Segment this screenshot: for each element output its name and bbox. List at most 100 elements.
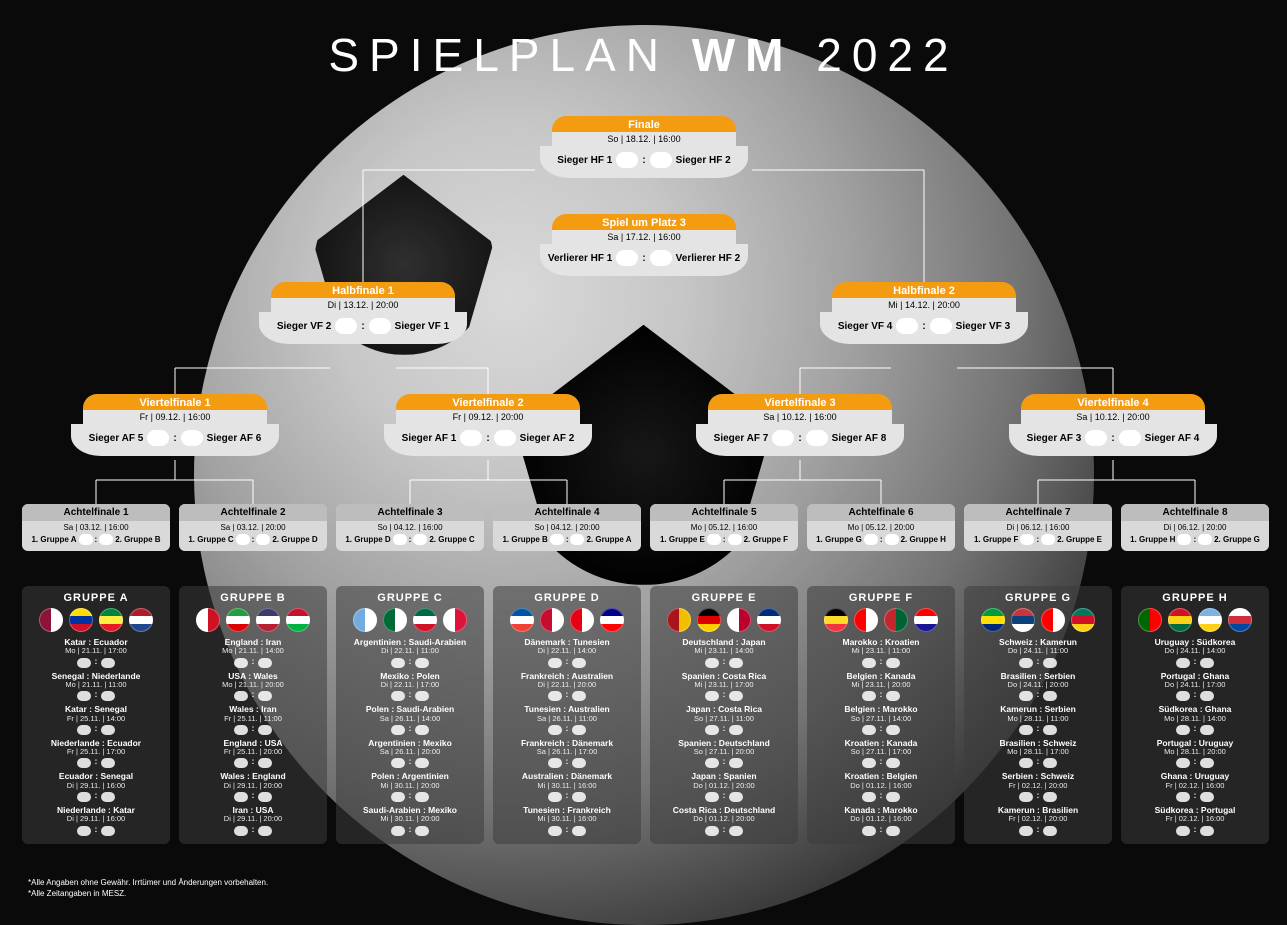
score-input[interactable] xyxy=(1176,658,1190,668)
score-input[interactable] xyxy=(1043,725,1057,735)
score-input[interactable] xyxy=(234,691,248,701)
score-input[interactable] xyxy=(862,658,876,668)
score-input[interactable] xyxy=(548,826,562,836)
score-input[interactable] xyxy=(772,430,794,446)
score-input[interactable] xyxy=(705,725,719,735)
score-input[interactable] xyxy=(806,430,828,446)
score-input[interactable] xyxy=(258,691,272,701)
score-input[interactable] xyxy=(101,691,115,701)
score-input[interactable] xyxy=(415,691,429,701)
score-input[interactable] xyxy=(1200,826,1214,836)
score-input[interactable] xyxy=(862,691,876,701)
score-input[interactable] xyxy=(705,691,719,701)
score-input[interactable] xyxy=(101,658,115,668)
score-input[interactable] xyxy=(1200,725,1214,735)
score-input[interactable] xyxy=(77,758,91,768)
score-input[interactable] xyxy=(572,792,586,802)
score-input[interactable] xyxy=(101,725,115,735)
score-input[interactable] xyxy=(1043,792,1057,802)
score-input[interactable] xyxy=(460,430,482,446)
score-input[interactable] xyxy=(886,758,900,768)
score-input[interactable] xyxy=(234,758,248,768)
score-input[interactable] xyxy=(1043,658,1057,668)
score-input[interactable] xyxy=(650,152,672,168)
score-input[interactable] xyxy=(572,658,586,668)
score-input[interactable] xyxy=(728,534,742,545)
score-input[interactable] xyxy=(1019,658,1033,668)
score-input[interactable] xyxy=(234,826,248,836)
score-input[interactable] xyxy=(391,758,405,768)
score-input[interactable] xyxy=(862,758,876,768)
score-input[interactable] xyxy=(415,826,429,836)
score-input[interactable] xyxy=(930,318,952,334)
score-input[interactable] xyxy=(1041,534,1055,545)
score-input[interactable] xyxy=(77,826,91,836)
score-input[interactable] xyxy=(391,725,405,735)
score-input[interactable] xyxy=(415,725,429,735)
score-input[interactable] xyxy=(77,691,91,701)
score-input[interactable] xyxy=(77,725,91,735)
score-input[interactable] xyxy=(391,826,405,836)
score-input[interactable] xyxy=(101,792,115,802)
score-input[interactable] xyxy=(729,658,743,668)
score-input[interactable] xyxy=(335,318,357,334)
score-input[interactable] xyxy=(572,725,586,735)
score-input[interactable] xyxy=(705,758,719,768)
score-input[interactable] xyxy=(548,658,562,668)
score-input[interactable] xyxy=(1176,826,1190,836)
score-input[interactable] xyxy=(570,534,584,545)
score-input[interactable] xyxy=(1085,430,1107,446)
score-input[interactable] xyxy=(391,691,405,701)
score-input[interactable] xyxy=(1043,691,1057,701)
score-input[interactable] xyxy=(234,792,248,802)
score-input[interactable] xyxy=(705,658,719,668)
score-input[interactable] xyxy=(413,534,427,545)
score-input[interactable] xyxy=(650,250,672,266)
score-input[interactable] xyxy=(1200,691,1214,701)
score-input[interactable] xyxy=(101,826,115,836)
score-input[interactable] xyxy=(862,826,876,836)
score-input[interactable] xyxy=(1019,792,1033,802)
score-input[interactable] xyxy=(1019,691,1033,701)
score-input[interactable] xyxy=(729,725,743,735)
score-input[interactable] xyxy=(729,758,743,768)
score-input[interactable] xyxy=(391,792,405,802)
score-input[interactable] xyxy=(616,152,638,168)
score-input[interactable] xyxy=(896,318,918,334)
score-input[interactable] xyxy=(1200,758,1214,768)
score-input[interactable] xyxy=(101,758,115,768)
score-input[interactable] xyxy=(1019,725,1033,735)
score-input[interactable] xyxy=(77,792,91,802)
score-input[interactable] xyxy=(550,534,564,545)
score-input[interactable] xyxy=(415,792,429,802)
score-input[interactable] xyxy=(886,826,900,836)
score-input[interactable] xyxy=(1200,658,1214,668)
score-input[interactable] xyxy=(236,534,250,545)
score-input[interactable] xyxy=(885,534,899,545)
score-input[interactable] xyxy=(1043,826,1057,836)
score-input[interactable] xyxy=(616,250,638,266)
score-input[interactable] xyxy=(369,318,391,334)
score-input[interactable] xyxy=(258,658,272,668)
score-input[interactable] xyxy=(1019,826,1033,836)
score-input[interactable] xyxy=(886,792,900,802)
score-input[interactable] xyxy=(705,792,719,802)
score-input[interactable] xyxy=(181,430,203,446)
score-input[interactable] xyxy=(256,534,270,545)
score-input[interactable] xyxy=(1176,792,1190,802)
score-input[interactable] xyxy=(1200,792,1214,802)
score-input[interactable] xyxy=(415,758,429,768)
score-input[interactable] xyxy=(572,826,586,836)
score-input[interactable] xyxy=(415,658,429,668)
score-input[interactable] xyxy=(391,658,405,668)
score-input[interactable] xyxy=(1198,534,1212,545)
score-input[interactable] xyxy=(705,826,719,836)
score-input[interactable] xyxy=(1020,534,1034,545)
score-input[interactable] xyxy=(572,691,586,701)
score-input[interactable] xyxy=(1119,430,1141,446)
score-input[interactable] xyxy=(1176,758,1190,768)
score-input[interactable] xyxy=(258,826,272,836)
score-input[interactable] xyxy=(864,534,878,545)
score-input[interactable] xyxy=(234,725,248,735)
score-input[interactable] xyxy=(258,792,272,802)
